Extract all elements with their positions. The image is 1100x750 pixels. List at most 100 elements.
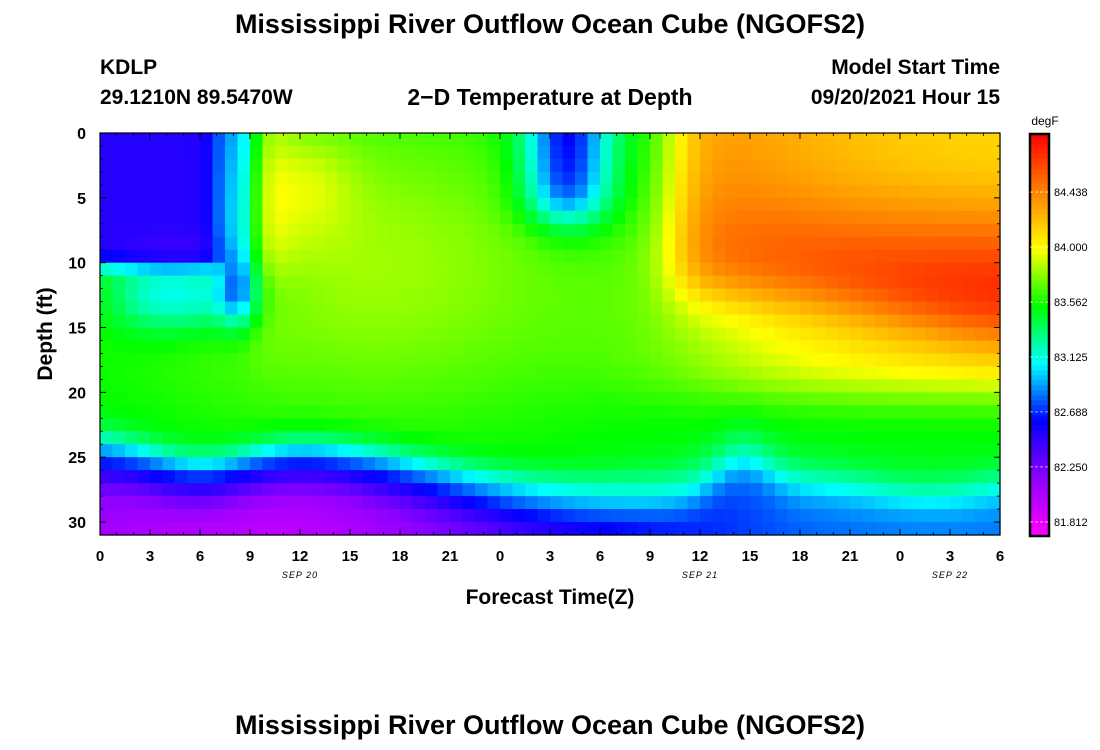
heatmap-cell [387, 327, 401, 342]
heatmap-cell [825, 457, 839, 471]
heatmap-cell [400, 353, 414, 368]
heatmap-cell [962, 275, 976, 290]
heatmap-cell [675, 509, 689, 523]
heatmap-cell [837, 158, 851, 173]
heatmap-cell [800, 275, 814, 290]
heatmap-cell [125, 249, 139, 264]
heatmap-cell [825, 405, 839, 419]
heatmap-cell [425, 314, 439, 329]
heatmap-cell [637, 210, 651, 225]
heatmap-cell [500, 457, 514, 471]
heatmap-cell [425, 418, 439, 432]
heatmap-cell [850, 236, 864, 251]
heatmap-cell [412, 483, 426, 497]
heatmap-cell [437, 483, 451, 497]
heatmap-cell [212, 444, 226, 458]
heatmap-cell [312, 145, 326, 160]
heatmap-cell [137, 288, 151, 303]
heatmap-cell [450, 288, 464, 303]
heatmap-cell [612, 223, 626, 238]
heatmap-cell [887, 158, 901, 173]
heatmap-cell [350, 301, 364, 316]
heatmap-cell [562, 327, 576, 342]
heatmap-cell [687, 470, 701, 484]
heatmap-cell [475, 275, 489, 290]
heatmap-cell [875, 301, 889, 316]
heatmap-cell [187, 353, 201, 368]
heatmap-cell [262, 353, 276, 368]
heatmap-cell [462, 301, 476, 316]
heatmap-cell [862, 353, 876, 368]
heatmap-cell [625, 483, 639, 497]
heatmap-cell [750, 158, 764, 173]
heatmap-cell [375, 366, 389, 380]
heatmap-cell [687, 522, 701, 536]
heatmap-cell [537, 210, 551, 225]
heatmap-cell [375, 288, 389, 303]
heatmap-cell [675, 262, 689, 277]
heatmap-cell [862, 249, 876, 264]
heatmap-cell [800, 340, 814, 355]
heatmap-cell [862, 483, 876, 497]
heatmap-cell [887, 133, 901, 147]
heatmap-cell [287, 314, 301, 329]
heatmap-cell [425, 496, 439, 510]
heatmap-cell [812, 444, 826, 458]
heatmap-cell [287, 262, 301, 277]
heatmap-cell [750, 366, 764, 380]
heatmap-cell [512, 444, 526, 458]
heatmap-cell [925, 379, 939, 393]
heatmap-cell [100, 379, 114, 393]
heatmap-cell [937, 133, 951, 147]
colorbar-swatch [1030, 500, 1049, 507]
heatmap-cell [725, 418, 739, 432]
heatmap-cell [387, 249, 401, 264]
heatmap-cell [962, 133, 976, 147]
heatmap-cell [225, 223, 239, 238]
heatmap-cell [537, 184, 551, 199]
heatmap-cell [787, 522, 801, 536]
y-tick-label: 5 [77, 191, 86, 208]
heatmap-cell [187, 314, 201, 329]
heatmap-cell [412, 275, 426, 290]
heatmap-cell [425, 275, 439, 290]
heatmap-cell [737, 314, 751, 329]
heatmap-cell [587, 496, 601, 510]
heatmap-cell [462, 405, 476, 419]
heatmap-cell [487, 275, 501, 290]
heatmap-cell [125, 288, 139, 303]
heatmap-cell [325, 470, 339, 484]
heatmap-cell [612, 236, 626, 251]
heatmap-cell [975, 444, 989, 458]
x-tick-label: 3 [546, 548, 554, 565]
heatmap-cell [737, 470, 751, 484]
heatmap-cell [712, 496, 726, 510]
heatmap-cell [750, 327, 764, 342]
heatmap-cell [450, 444, 464, 458]
heatmap-cell [875, 509, 889, 523]
heatmap-cell [812, 457, 826, 471]
heatmap-cell [562, 262, 576, 277]
heatmap-cell [962, 340, 976, 355]
heatmap-cell [612, 392, 626, 406]
heatmap-cell [725, 444, 739, 458]
heatmap-cell [825, 197, 839, 212]
heatmap-cell [625, 133, 639, 147]
colorbar-swatch [1030, 490, 1049, 497]
heatmap-cell [537, 249, 551, 264]
heatmap-cell [862, 340, 876, 355]
heatmap-cell [825, 509, 839, 523]
heatmap-cell [975, 522, 989, 536]
heatmap-cell [237, 353, 251, 368]
y-tick-label: 20 [68, 385, 86, 402]
heatmap-cell [725, 327, 739, 342]
heatmap-cell [925, 158, 939, 173]
heatmap-cell [825, 379, 839, 393]
heatmap-cell [975, 509, 989, 523]
heatmap-cell [675, 288, 689, 303]
heatmap-cell [787, 236, 801, 251]
heatmap-cell [475, 509, 489, 523]
heatmap-cell [325, 509, 339, 523]
heatmap-cell [887, 353, 901, 368]
